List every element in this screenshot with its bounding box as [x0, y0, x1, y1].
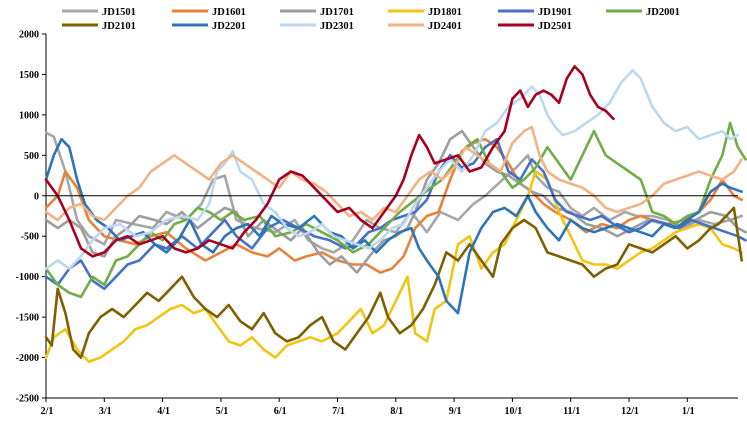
legend-item-jd1801: JD1801: [388, 7, 462, 18]
x-tick-label: 8/1: [390, 406, 403, 417]
x-axis: 2/1 3/1 4/1 5/1 6/1 7/1 8/1 9/1 10/1 11/1 12/1 1/1: [41, 397, 738, 417]
legend-label: JD1801: [428, 7, 462, 18]
legend-label: JD2301: [320, 21, 354, 32]
series-line-jd1601: [44, 137, 743, 274]
legend-item-jd1901: JD1901: [498, 7, 572, 18]
series-line-jd2301: [44, 69, 740, 270]
x-tick-label: 11/1: [563, 406, 580, 417]
x-tick-label: 7/1: [332, 406, 345, 417]
y-tick-label: 0: [34, 191, 39, 202]
x-tick-label: 1/1: [682, 406, 695, 417]
x-tick-label: 5/1: [216, 406, 229, 417]
x-tick-label: 4/1: [157, 406, 170, 417]
legend-label: JD1601: [212, 7, 246, 18]
legend-label: JD2201: [212, 21, 246, 32]
x-tick-label: 12/1: [621, 406, 639, 417]
y-axis: -2500 -2000 -1500 -1000 -500 0 500 1000 1500 2000: [16, 30, 47, 405]
legend-item-jd2301: JD2301: [280, 21, 354, 32]
y-tick-label: -1500: [16, 313, 39, 324]
y-tick-label: 1500: [19, 70, 39, 81]
legend-item-jd2401: JD2401: [388, 21, 462, 32]
legend-label: JD1701: [320, 7, 354, 18]
y-tick-label: 2000: [19, 30, 39, 41]
legend-item-jd2001: JD2001: [606, 7, 680, 18]
chart-legend: JD1501 JD1601 JD1701 JD1801 JD1901 JD2001 JD21…: [62, 7, 680, 32]
series-line-jd2501: [44, 65, 615, 258]
legend-item-jd2201: JD2201: [172, 21, 246, 32]
y-tick-label: -2000: [16, 353, 39, 364]
legend-item-jd2501: JD2501: [498, 21, 572, 32]
legend-label: JD2501: [538, 21, 572, 32]
legend-label: JD1501: [102, 7, 136, 18]
legend-label: JD1901: [538, 7, 572, 18]
y-tick-label: -2500: [16, 394, 39, 405]
legend-item-jd1601: JD1601: [172, 7, 246, 18]
series-line-jd2101: [44, 206, 743, 359]
legend-item-jd1501: JD1501: [62, 7, 136, 18]
x-tick-label: 6/1: [274, 406, 287, 417]
x-tick-label: 2/1: [41, 406, 54, 417]
series-line-jd2401: [44, 125, 743, 222]
legend-label: JD2001: [646, 7, 680, 18]
series-line-jd2201: [44, 137, 743, 315]
y-tick-label: 500: [24, 151, 39, 162]
legend-label: JD2401: [428, 21, 462, 32]
series-lines: [44, 65, 747, 363]
legend-item-jd2101: JD2101: [62, 21, 136, 32]
legend-label: JD2101: [102, 21, 136, 32]
x-tick-label: 10/1: [505, 406, 523, 417]
y-tick-label: 1000: [19, 110, 39, 121]
y-tick-label: -500: [21, 232, 39, 243]
legend-item-jd1701: JD1701: [280, 7, 354, 18]
y-tick-label: -1000: [16, 272, 39, 283]
x-tick-label: 3/1: [99, 406, 112, 417]
series-line-jd1801: [44, 170, 743, 363]
x-tick-label: 9/1: [449, 406, 462, 417]
